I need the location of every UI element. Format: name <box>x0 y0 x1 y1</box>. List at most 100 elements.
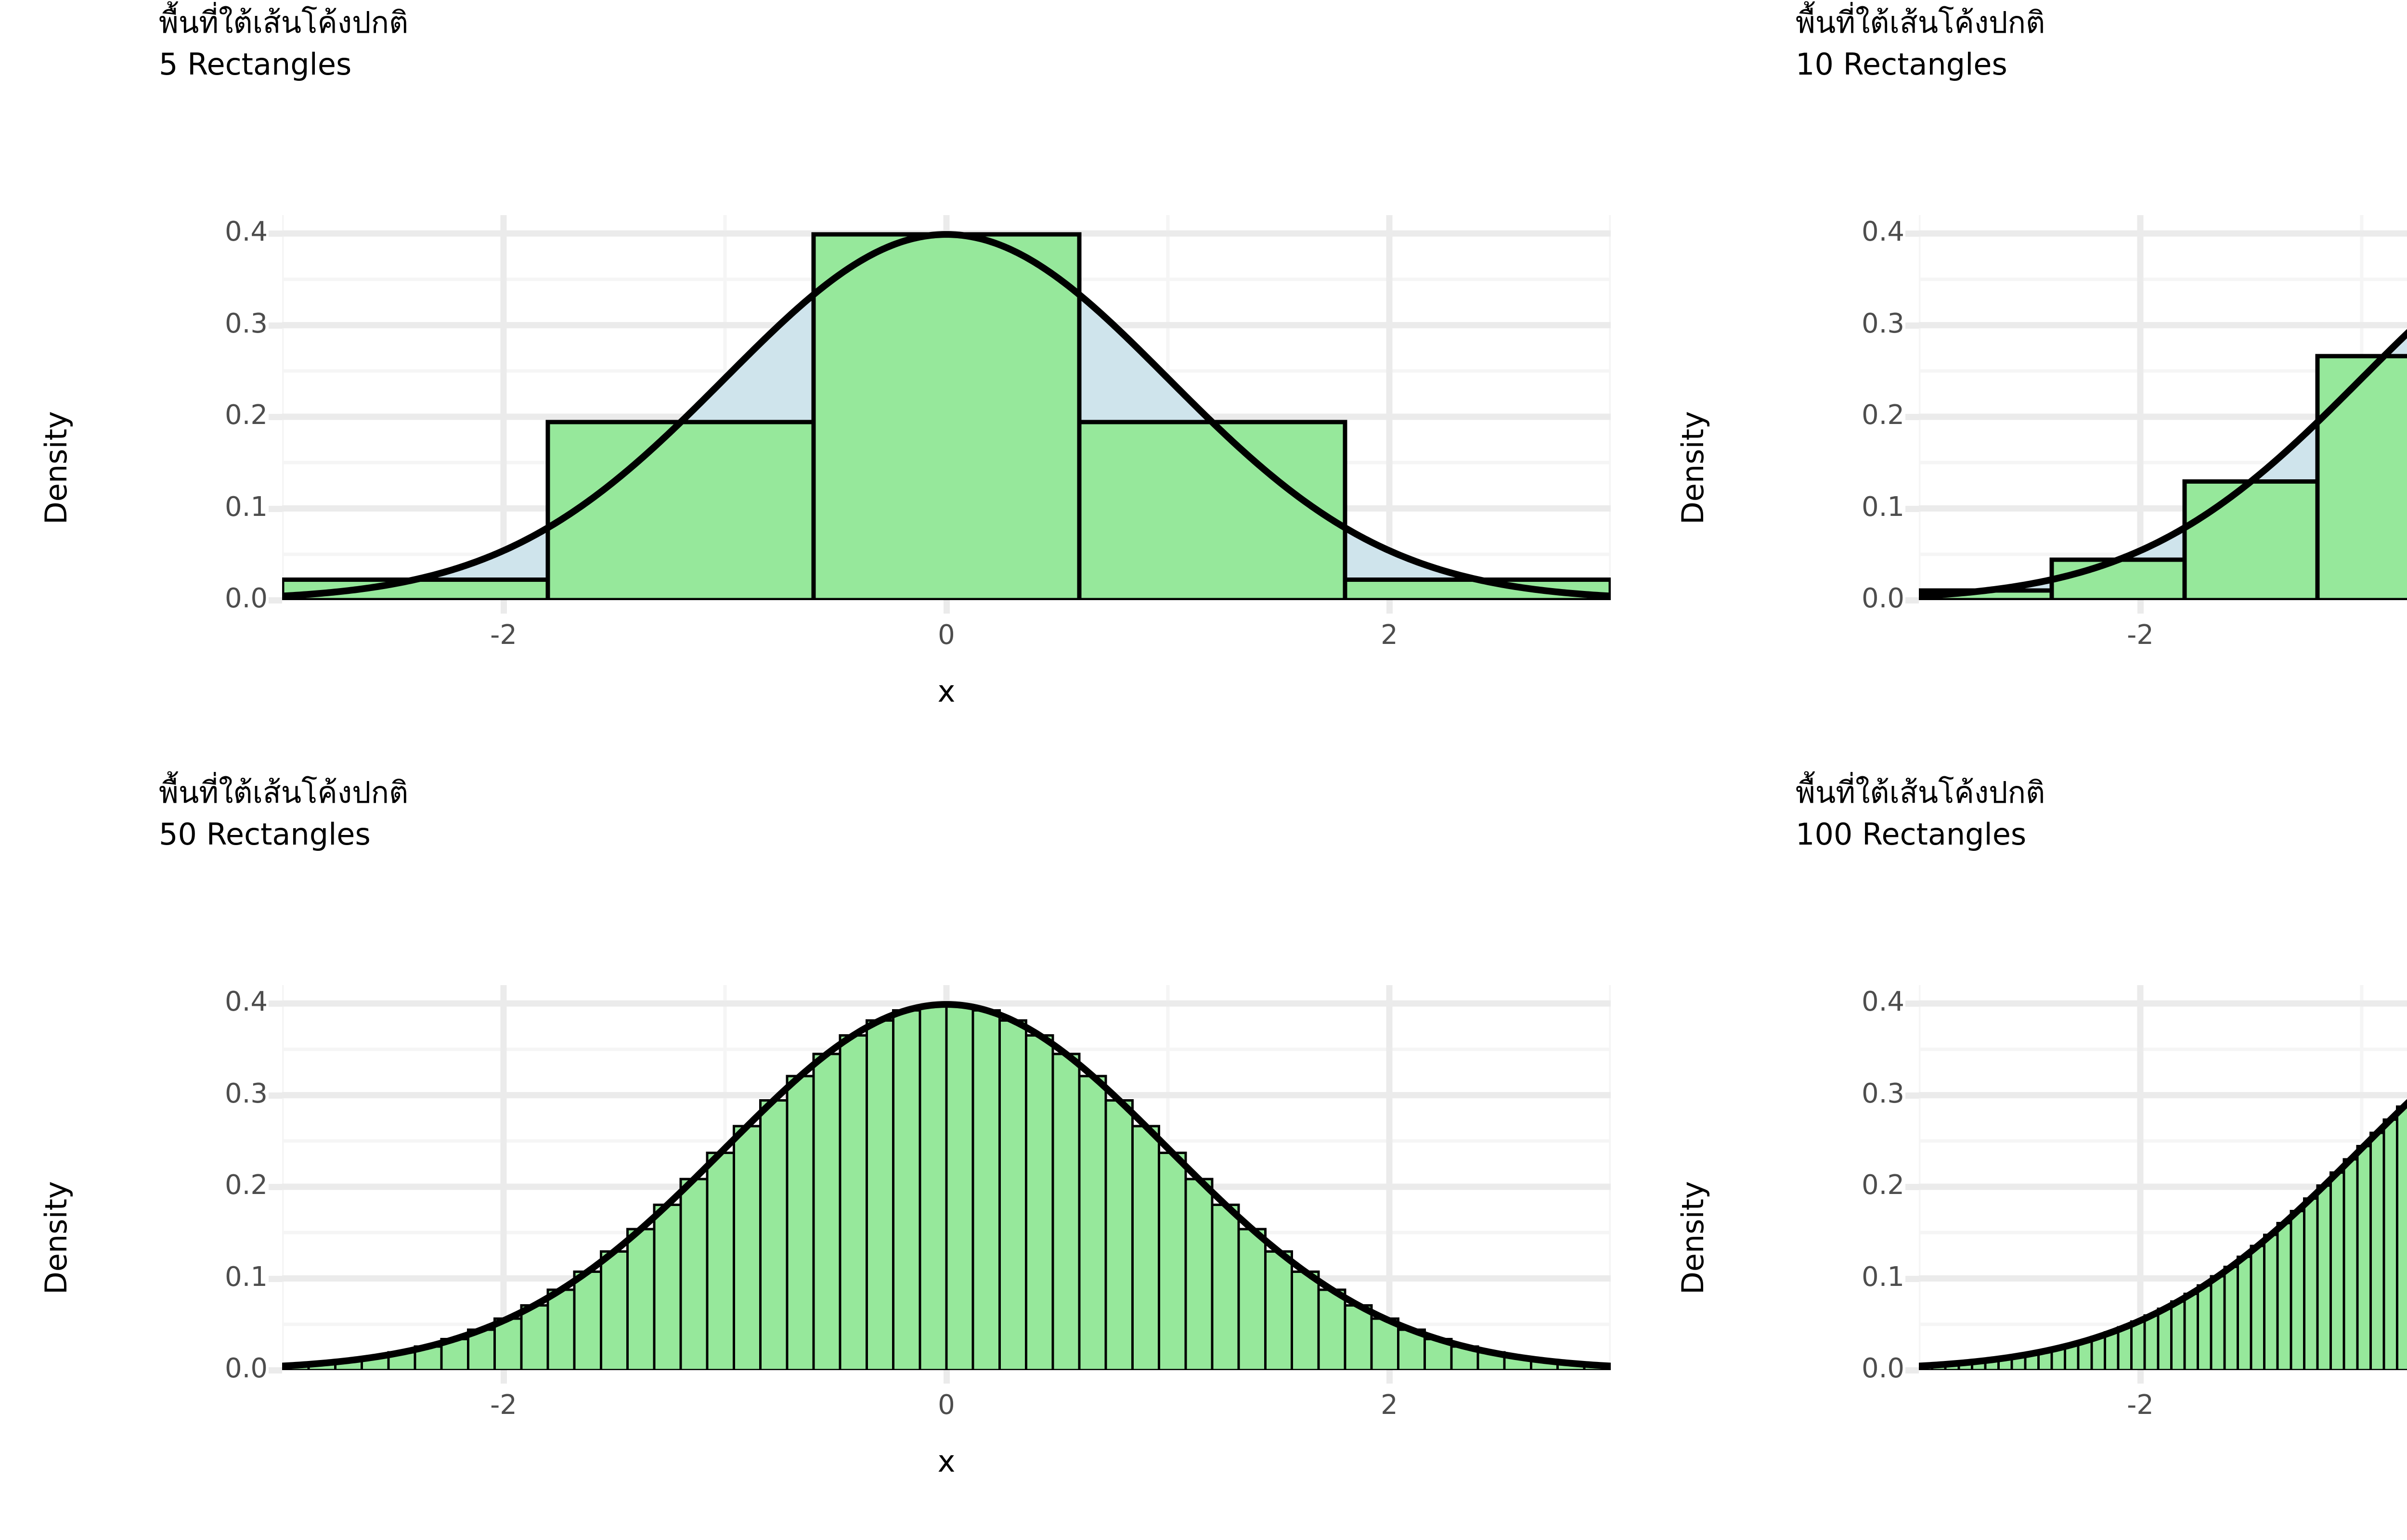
curve-rectangle-gap-area <box>1079 295 1345 423</box>
facet-panel-5-rectangles: พื้นที่ใต้เส้นโค้งปกติ 5 Rectangles Dens… <box>0 0 1637 770</box>
y-axis-tick-mark <box>1905 1367 1919 1373</box>
x-axis-tick-mark <box>944 1370 950 1384</box>
y-axis-tick-label: 0.2 <box>224 1169 268 1201</box>
riemann-rectangle <box>919 1003 948 1370</box>
x-axis-tick-label: -2 <box>490 1389 517 1421</box>
riemann-rectangle <box>1078 1075 1107 1370</box>
y-axis-tick-mark <box>1905 322 1919 329</box>
y-axis-tick-label: 0.4 <box>1861 216 1904 248</box>
riemann-rectangle <box>2290 1209 2305 1370</box>
y-axis-tick-label: 0.0 <box>1861 1353 1904 1384</box>
riemann-rectangle <box>2157 1308 2173 1370</box>
plot-svg-3 <box>282 985 1611 1370</box>
y-axis-tick-label: 0.4 <box>224 216 268 248</box>
x-axis-tick-mark <box>2137 1370 2144 1384</box>
y-axis-tick-label: 0.3 <box>224 1078 268 1109</box>
riemann-rectangle <box>2316 1184 2332 1370</box>
y-axis-tick-label: 0.3 <box>1861 1078 1904 1109</box>
y-axis-tick-mark <box>269 414 282 421</box>
y-axis-tick-mark <box>1905 1275 1919 1282</box>
riemann-rectangle <box>1211 1203 1240 1370</box>
y-axis-tick-label: 0.1 <box>224 491 268 523</box>
x-axis-tick-label: 0 <box>938 1389 955 1421</box>
panel-title-block-1: พื้นที่ใต้เส้นโค้งปกติ 5 Rectangles <box>159 5 1555 83</box>
riemann-rectangle <box>2143 1314 2160 1370</box>
riemann-rectangle <box>2263 1233 2279 1370</box>
y-axis-tick-mark <box>269 505 282 512</box>
riemann-rectangle <box>2197 1284 2213 1370</box>
riemann-rectangle <box>1237 1228 1267 1370</box>
curve-rectangle-gap-area <box>282 527 548 580</box>
y-axis-tick-mark <box>1905 1001 1919 1007</box>
y-axis-tick-mark <box>1905 1092 1919 1099</box>
x-axis-tick-mark <box>2137 600 2144 614</box>
y-axis-tick-label: 0.1 <box>1861 1261 1904 1293</box>
y-axis-tick-label: 0.2 <box>224 399 268 431</box>
y-axis-tick-mark <box>269 1275 282 1282</box>
riemann-rectangle <box>865 1019 895 1370</box>
riemann-rectangle <box>1344 1304 1373 1370</box>
x-axis-title-1: x <box>937 674 956 709</box>
y-axis-tick-mark <box>269 1367 282 1373</box>
riemann-rectangle <box>1317 1288 1346 1370</box>
panel-subtitle-2: 10 Rectangles <box>1796 47 2007 82</box>
y-axis-tick-mark <box>1905 597 1919 603</box>
riemann-rectangle <box>1025 1034 1054 1370</box>
x-axis-title-4: x <box>1919 1444 2407 1479</box>
x-axis-tick-label: -2 <box>2127 619 2154 651</box>
y-axis-tick-label: 0.0 <box>224 1353 268 1384</box>
normal-density-curve <box>1919 1099 2407 1370</box>
x-axis-tick-mark <box>501 600 507 614</box>
y-axis-title-4: Density <box>1675 1181 1710 1295</box>
panel-title-4: พื้นที่ใต้เส้นโค้งปกติ <box>1796 775 2045 810</box>
riemann-rectangle <box>653 1203 682 1370</box>
y-axis-tick-mark <box>1905 1184 1919 1191</box>
x-axis-title-2: x <box>1919 674 2407 709</box>
x-axis-tick-mark <box>1386 1370 1393 1384</box>
riemann-rectangle <box>786 1075 815 1370</box>
curve-rectangle-gap-area <box>2317 334 2407 357</box>
y-axis-tick-mark <box>269 1001 282 1007</box>
y-axis-tick-mark <box>269 231 282 237</box>
x-axis-tick-label: 2 <box>1381 619 1398 651</box>
riemann-rectangle <box>1184 1178 1214 1370</box>
riemann-rectangle <box>706 1151 735 1370</box>
plot-svg-1 <box>282 215 1611 600</box>
riemann-rectangle <box>2276 1222 2292 1370</box>
riemann-rectangle <box>759 1099 789 1370</box>
x-axis-tick-mark <box>501 1370 507 1384</box>
y-axis-title-3: Density <box>39 1181 74 1295</box>
riemann-rectangle <box>520 1304 549 1370</box>
y-axis-tick-mark <box>269 322 282 329</box>
normal-density-curve <box>282 1001 1611 1370</box>
plot-panel-2 <box>1919 215 2407 600</box>
panel-title-block-2: พื้นที่ใต้เส้นโค้งปกติ 10 Rectangles <box>1796 5 2407 83</box>
y-axis-tick-label: 0.3 <box>224 308 268 339</box>
riemann-rectangle <box>1264 1250 1294 1370</box>
curve-rectangle-gap-area <box>548 295 814 423</box>
x-axis-tick-label: -2 <box>2127 1389 2154 1421</box>
riemann-rectangle <box>545 420 816 600</box>
panel-subtitle-3: 50 Rectangles <box>159 817 371 852</box>
panel-title-block-3: พื้นที่ใต้เส้นโค้งปกติ 50 Rectangles <box>159 775 1555 853</box>
riemann-rectangle <box>732 1125 762 1370</box>
panel-title-2: พื้นที่ใต้เส้นโค้งปกติ <box>1796 5 2045 40</box>
y-axis-tick-label: 0.2 <box>1861 399 1904 431</box>
facet-panel-50-rectangles: พื้นที่ใต้เส้นโค้งปกติ 50 Rectangles Den… <box>0 770 1637 1540</box>
plot-panel-1 <box>282 215 1611 600</box>
y-axis-tick-label: 0.1 <box>224 1261 268 1293</box>
riemann-rectangle <box>2369 1131 2385 1370</box>
riemann-rectangle <box>945 1003 974 1370</box>
y-axis-tick-label: 0.4 <box>224 986 268 1018</box>
y-axis-title-2: Density <box>1675 411 1710 525</box>
y-axis-tick-mark <box>269 597 282 603</box>
facet-panel-10-rectangles: พื้นที่ใต้เส้นโค้งปกติ 10 Rectangles Den… <box>1637 0 2407 770</box>
y-axis-tick-label: 0.2 <box>1861 1169 1904 1201</box>
riemann-rectangle <box>2210 1275 2226 1370</box>
panel-title-block-4: พื้นที่ใต้เส้นโค้งปกติ 100 Rectangles <box>1796 775 2407 853</box>
y-axis-title-1: Density <box>39 411 74 525</box>
riemann-rectangle <box>839 1034 868 1370</box>
panel-title-3: พื้นที่ใต้เส้นโค้งปกติ <box>159 775 409 810</box>
riemann-rectangle <box>2223 1265 2239 1370</box>
